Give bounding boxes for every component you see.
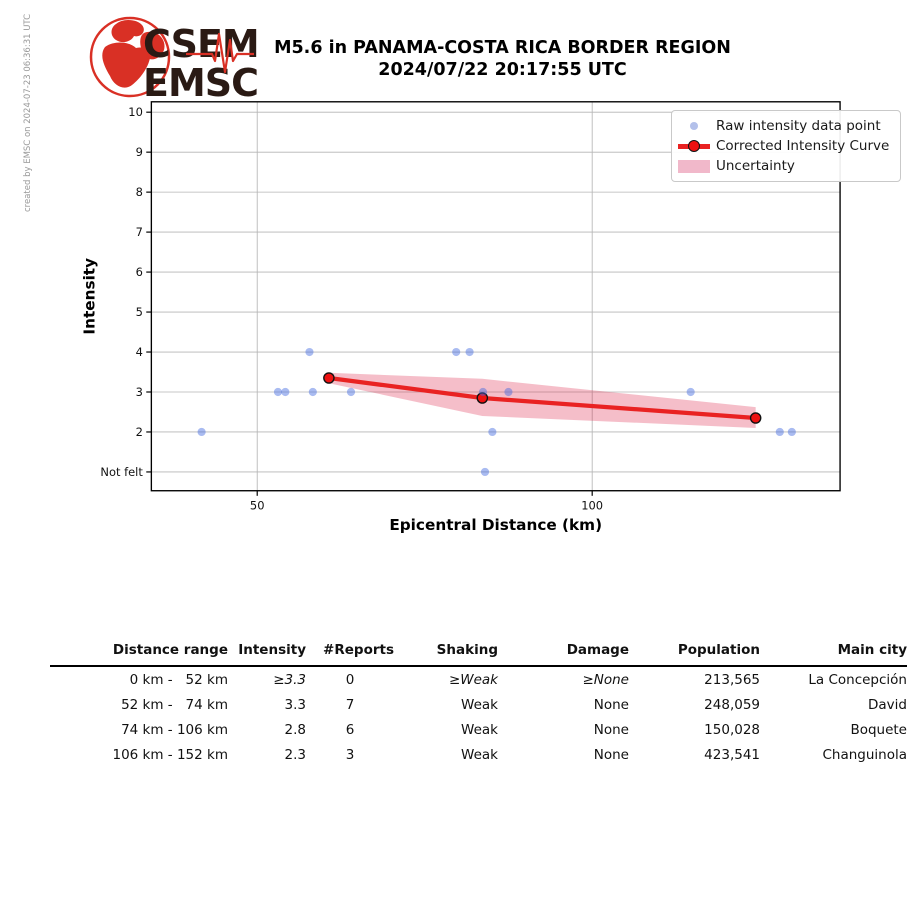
logo-text-emsc: EMSC	[143, 61, 258, 104]
raw-data-point	[504, 387, 513, 397]
table-row: 106 km - 152 km 2.3 3 Weak None 423,541 Changu…	[50, 742, 907, 767]
cell-population: 150,028	[704, 721, 760, 738]
cell-distance-range: 74 km - 106 km	[121, 721, 228, 738]
column-header-population: Population	[629, 640, 760, 667]
cell-reports: 6	[345, 721, 355, 738]
raw-data-point	[787, 427, 796, 437]
y-tick-label: 6	[136, 265, 143, 279]
legend-label: Uncertainty	[716, 158, 795, 174]
legend-label: Corrected Intensity Curve	[716, 138, 890, 154]
curve-line-icon	[678, 139, 710, 153]
x-tick-label: 50	[250, 498, 265, 512]
y-tick-label: 3	[136, 385, 143, 399]
table-header-row: Distance range Intensity #Reports Shaking Da…	[50, 640, 907, 667]
curve-marker	[476, 392, 489, 404]
column-header-distance-range: Distance range	[50, 640, 228, 667]
y-axis-label: Intensity	[80, 258, 98, 335]
cell-shaking: Weak	[461, 696, 498, 713]
cell-reports: 0	[345, 671, 355, 688]
logo-text-csem: CSEM	[143, 22, 259, 66]
cell-main-city: La Concepción	[808, 671, 907, 688]
y-tick-label: 9	[136, 145, 143, 159]
raw-data-point	[305, 347, 314, 357]
globe-land-europe	[111, 19, 144, 43]
cell-distance-range: 106 km - 152 km	[112, 746, 228, 763]
raw-data-point	[452, 347, 461, 357]
cell-shaking: Weak	[461, 746, 498, 763]
seismogram-trace-icon	[186, 32, 254, 74]
cell-distance-range: 0 km - 52 km	[129, 671, 228, 688]
uncertainty-band-icon	[678, 159, 710, 173]
y-tick-label: 10	[128, 105, 143, 119]
curve-marker	[323, 372, 335, 384]
event-datetime: 2024/07/22 20:17:55 UTC	[378, 60, 627, 80]
cell-intensity: ≥3.3	[273, 671, 306, 688]
cell-intensity: 2.3	[284, 746, 306, 763]
raw-data-point	[480, 467, 490, 477]
raw-data-point	[686, 387, 695, 397]
cell-main-city: Boquete	[850, 721, 907, 738]
y-tick-label: 5	[136, 305, 143, 319]
cell-reports: 3	[345, 746, 355, 763]
column-header-main-city: Main city	[760, 640, 907, 667]
raw-data-point	[465, 347, 474, 357]
globe-icon: CSEM EMSC	[89, 16, 260, 104]
cell-population: 423,541	[704, 746, 760, 763]
raw-point-icon	[690, 122, 698, 130]
table-row: 52 km - 74 km 3.3 7 Weak None 248,059 David	[50, 692, 907, 717]
cell-main-city: Changuinola	[822, 746, 907, 763]
globe-land-asia	[140, 31, 165, 60]
raw-data-point	[775, 427, 784, 437]
cell-shaking: ≥Weak	[448, 671, 498, 688]
y-tick-label: Not felt	[100, 465, 143, 479]
raw-data-point	[197, 427, 206, 437]
cell-damage: None	[593, 746, 629, 763]
y-tick-label: 4	[136, 345, 143, 359]
cell-damage: ≥None	[582, 671, 629, 688]
y-tick-label: 8	[136, 185, 143, 199]
column-header-reports: #Reports	[306, 640, 394, 667]
emsc-logo: CSEM EMSC	[86, 12, 261, 104]
table-row: 74 km - 106 km 2.8 6 Weak None 150,028 Boquete	[50, 717, 907, 742]
cell-distance-range: 52 km - 74 km	[121, 696, 228, 713]
table-row: 0 km - 52 km ≥3.3 0 ≥Weak ≥None 213,565 La Con…	[50, 666, 907, 692]
cell-damage: None	[593, 721, 629, 738]
event-title: M5.6 in PANAMA-COSTA RICA BORDER REGION	[274, 38, 731, 58]
raw-data-point	[281, 387, 290, 397]
cell-population: 213,565	[704, 671, 760, 688]
legend-item-uncertainty: Uncertainty	[672, 156, 892, 176]
raw-data-point	[273, 387, 283, 397]
legend-item-curve: Corrected Intensity Curve	[672, 136, 892, 156]
chart-title: M5.6 in PANAMA-COSTA RICA BORDER REGION …	[97, 37, 908, 81]
y-tick-label: 2	[136, 425, 143, 439]
raw-data-point	[488, 427, 497, 437]
x-tick-label: 100	[581, 498, 603, 512]
raw-data-point	[346, 387, 356, 397]
summary-table: Distance range Intensity #Reports Shaking Da…	[50, 640, 907, 767]
curve-marker	[749, 412, 762, 424]
column-header-damage: Damage	[498, 640, 629, 667]
cell-intensity: 3.3	[284, 696, 306, 713]
summary-table-wrap: Distance range Intensity #Reports Shaking Da…	[50, 640, 907, 767]
chart-legend: Raw intensity data point Corrected Inten…	[671, 110, 901, 182]
cell-reports: 7	[345, 696, 355, 713]
column-header-shaking: Shaking	[394, 640, 498, 667]
plot-border	[150, 101, 841, 492]
raw-data-point	[308, 387, 317, 397]
cell-shaking: Weak	[461, 721, 498, 738]
cell-intensity: 2.8	[284, 721, 306, 738]
cell-damage: None	[593, 696, 629, 713]
column-header-intensity: Intensity	[228, 640, 306, 667]
y-tick-label: 7	[136, 225, 143, 239]
raw-data-point	[478, 387, 488, 397]
cell-main-city: David	[868, 696, 907, 713]
x-axis-label: Epicentral Distance (km)	[389, 516, 602, 534]
legend-label: Raw intensity data point	[716, 118, 881, 134]
cell-population: 248,059	[704, 696, 760, 713]
globe-land-africa	[102, 42, 151, 88]
legend-item-raw: Raw intensity data point	[672, 116, 892, 136]
